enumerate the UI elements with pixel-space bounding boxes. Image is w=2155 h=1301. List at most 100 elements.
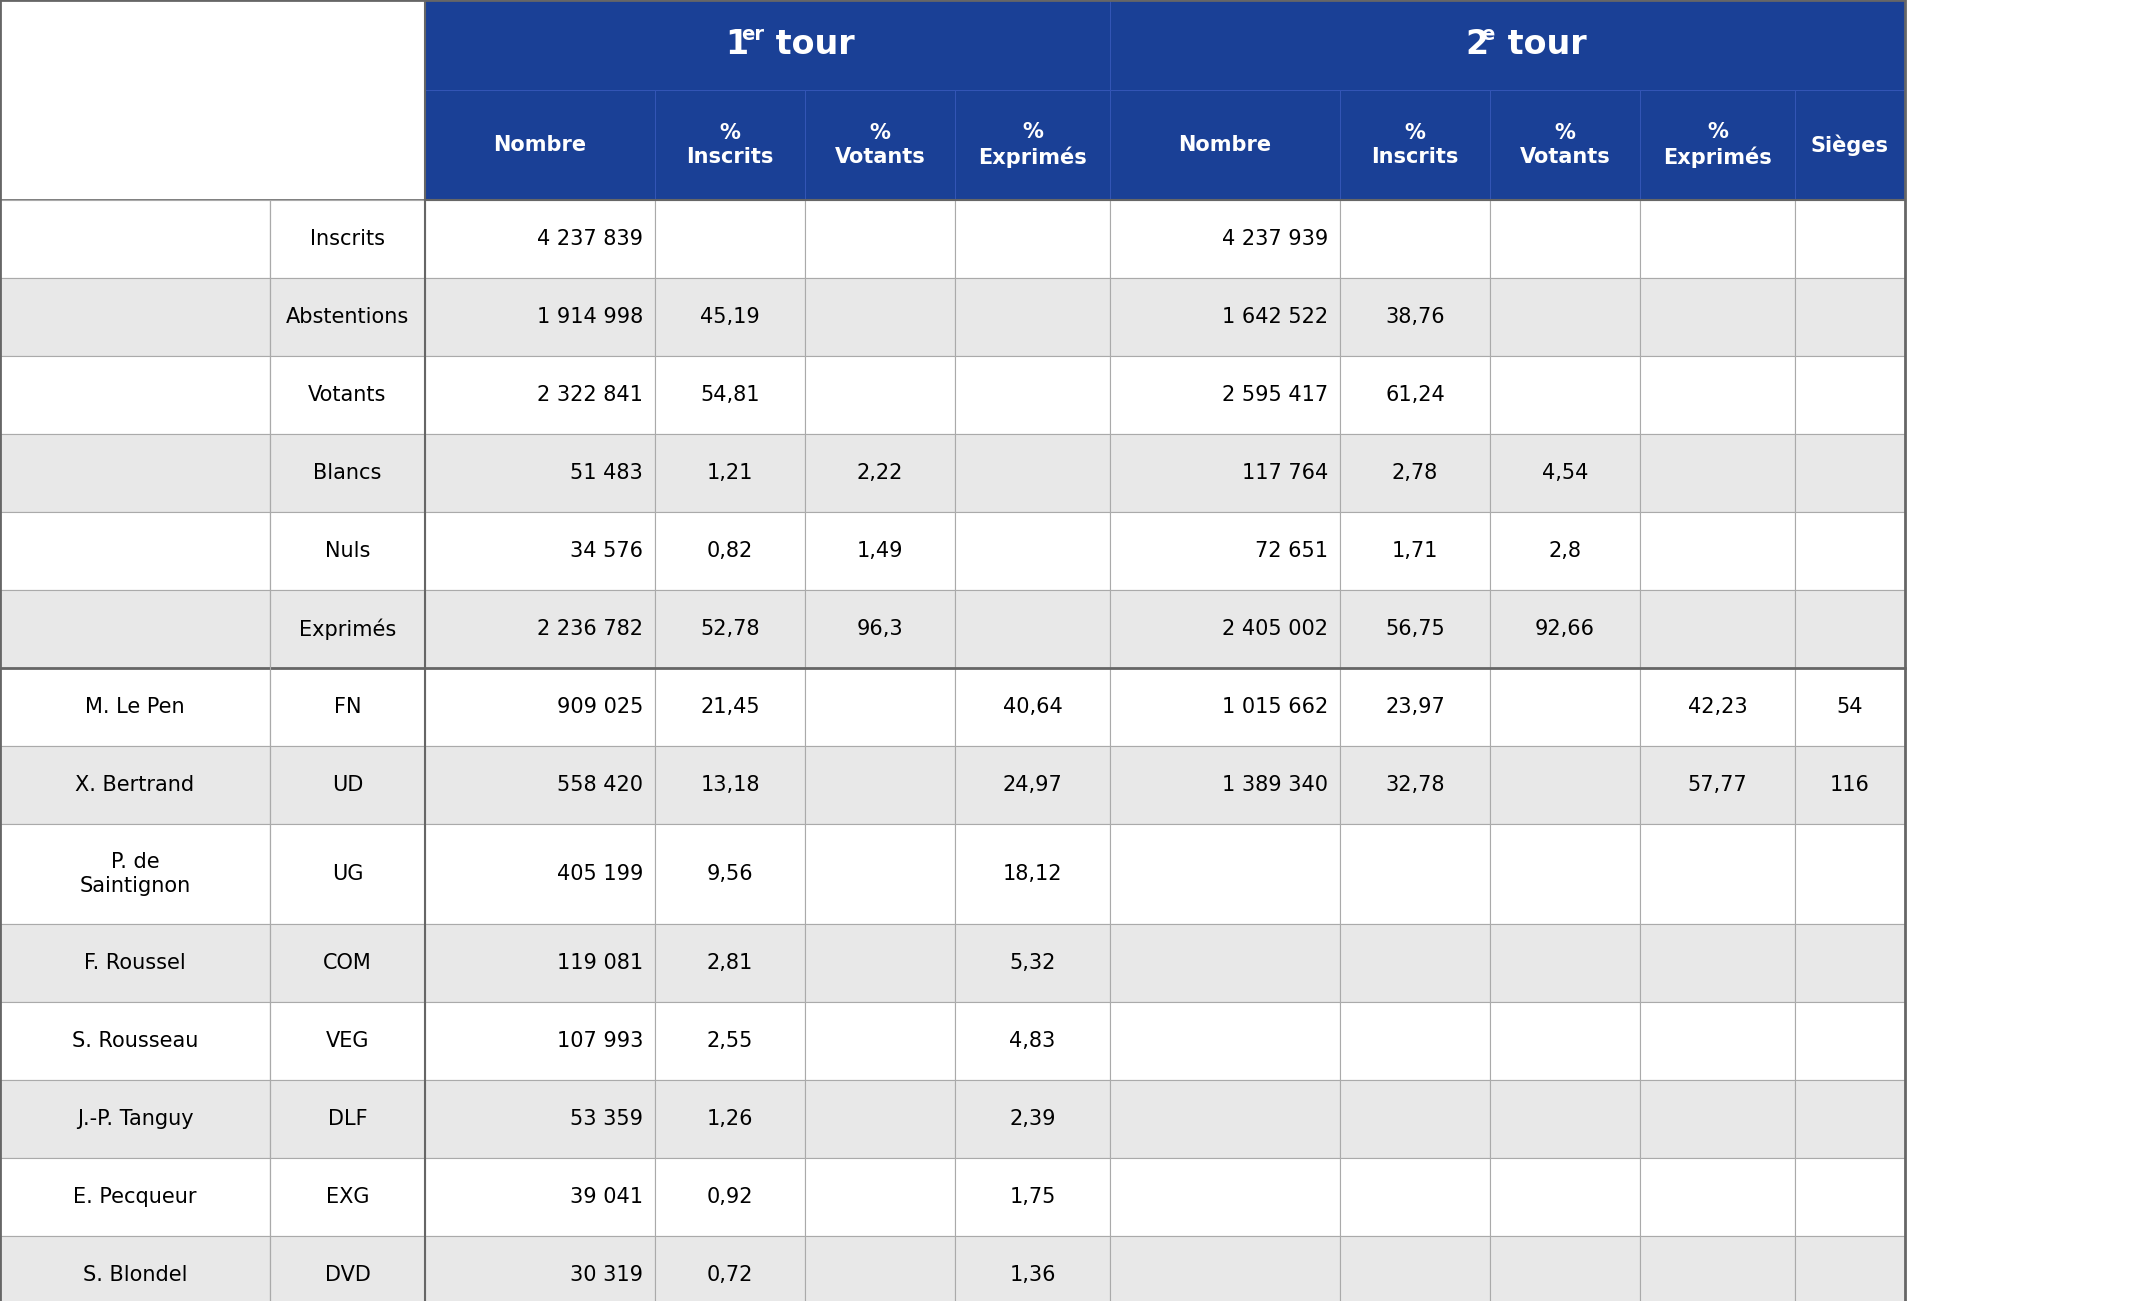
Text: 2,55: 2,55 — [707, 1030, 754, 1051]
Bar — [655, 667, 806, 745]
Bar — [1340, 1002, 1489, 1080]
Text: 558 420: 558 420 — [556, 775, 642, 795]
Bar — [269, 824, 425, 924]
Bar — [1110, 278, 1340, 356]
Text: 2,78: 2,78 — [1392, 463, 1437, 483]
Bar — [955, 1002, 1110, 1080]
Bar — [806, 1236, 955, 1301]
Bar — [655, 1158, 806, 1236]
Bar — [655, 924, 806, 1002]
Text: Blancs: Blancs — [312, 463, 381, 483]
Bar — [1795, 356, 1905, 435]
Text: Exprimés: Exprimés — [300, 618, 397, 640]
Bar — [1795, 1080, 1905, 1158]
Bar — [269, 1158, 425, 1236]
Text: 107 993: 107 993 — [556, 1030, 642, 1051]
Bar — [1340, 1080, 1489, 1158]
Bar — [1489, 667, 1640, 745]
Text: 40,64: 40,64 — [1002, 697, 1062, 717]
Bar — [1110, 1158, 1340, 1236]
Bar — [1340, 356, 1489, 435]
Text: 54: 54 — [1836, 697, 1864, 717]
Text: er: er — [741, 25, 765, 43]
Text: 119 081: 119 081 — [556, 954, 642, 973]
Bar — [1640, 435, 1795, 513]
Bar — [1340, 924, 1489, 1002]
Bar — [1110, 667, 1340, 745]
Text: 405 199: 405 199 — [556, 864, 642, 883]
Text: 61,24: 61,24 — [1386, 385, 1444, 405]
Text: 2 236 782: 2 236 782 — [537, 619, 642, 639]
Bar — [806, 435, 955, 513]
Text: tour: tour — [1496, 29, 1586, 61]
Bar — [1340, 435, 1489, 513]
Text: 51 483: 51 483 — [571, 463, 642, 483]
Text: 1 914 998: 1 914 998 — [537, 307, 642, 327]
Bar — [1110, 824, 1340, 924]
Text: %
Exprimés: % Exprimés — [1664, 122, 1771, 168]
Text: S. Blondel: S. Blondel — [82, 1265, 187, 1285]
Text: 38,76: 38,76 — [1386, 307, 1444, 327]
Text: M. Le Pen: M. Le Pen — [86, 697, 185, 717]
Text: P. de
Saintignon: P. de Saintignon — [80, 852, 190, 895]
Bar — [425, 745, 655, 824]
Bar — [425, 1236, 655, 1301]
Bar — [0, 589, 269, 667]
Bar — [1795, 745, 1905, 824]
Text: 45,19: 45,19 — [700, 307, 761, 327]
Bar — [269, 924, 425, 1002]
Bar — [1795, 90, 1905, 200]
Bar — [425, 824, 655, 924]
Bar — [269, 1002, 425, 1080]
Text: 72 651: 72 651 — [1254, 541, 1327, 561]
Bar — [1110, 589, 1340, 667]
Bar — [1795, 1236, 1905, 1301]
Bar — [1640, 200, 1795, 278]
Bar — [955, 200, 1110, 278]
Bar — [655, 356, 806, 435]
Bar — [1489, 1158, 1640, 1236]
Bar — [0, 1002, 269, 1080]
Bar — [269, 589, 425, 667]
Text: X. Bertrand: X. Bertrand — [75, 775, 194, 795]
Text: 2,8: 2,8 — [1549, 541, 1582, 561]
Bar — [806, 90, 955, 200]
Bar — [806, 824, 955, 924]
Bar — [425, 924, 655, 1002]
Text: %
Inscrits: % Inscrits — [1371, 124, 1459, 167]
Text: 1,36: 1,36 — [1009, 1265, 1056, 1285]
Bar — [655, 278, 806, 356]
Text: 4 237 939: 4 237 939 — [1222, 229, 1327, 248]
Bar — [955, 745, 1110, 824]
Bar — [1110, 435, 1340, 513]
Bar — [1489, 200, 1640, 278]
Bar — [806, 278, 955, 356]
Text: Nombre: Nombre — [493, 135, 586, 155]
Text: DLF: DLF — [328, 1108, 366, 1129]
Bar — [0, 824, 269, 924]
Bar — [1489, 589, 1640, 667]
Bar — [955, 435, 1110, 513]
Bar — [0, 278, 269, 356]
Text: 1 389 340: 1 389 340 — [1222, 775, 1327, 795]
Bar — [1340, 589, 1489, 667]
Bar — [1110, 513, 1340, 589]
Bar — [955, 924, 1110, 1002]
Text: UG: UG — [332, 864, 364, 883]
Bar — [1795, 1002, 1905, 1080]
Text: tour: tour — [763, 29, 853, 61]
Text: 9,56: 9,56 — [707, 864, 754, 883]
Text: 5,32: 5,32 — [1009, 954, 1056, 973]
Text: VEG: VEG — [325, 1030, 369, 1051]
Bar — [806, 200, 955, 278]
Bar — [955, 589, 1110, 667]
Text: e: e — [1480, 25, 1496, 43]
Bar — [0, 924, 269, 1002]
Bar — [806, 356, 955, 435]
Text: UD: UD — [332, 775, 364, 795]
Bar — [425, 667, 655, 745]
Bar — [1640, 278, 1795, 356]
Text: 32,78: 32,78 — [1386, 775, 1444, 795]
Bar — [655, 1080, 806, 1158]
Text: 13,18: 13,18 — [700, 775, 761, 795]
